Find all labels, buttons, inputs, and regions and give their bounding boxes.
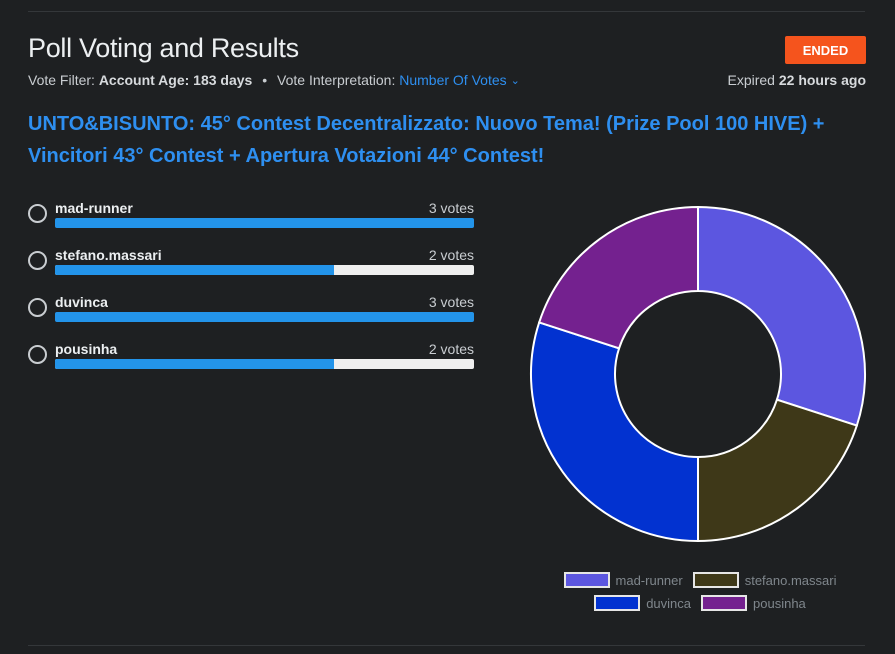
legend-row: mad-runner stefano.massari bbox=[540, 572, 860, 588]
vote-bar bbox=[55, 312, 474, 322]
poll-option: stefano.massari 2 votes bbox=[28, 245, 474, 292]
interpretation-label: Vote Interpretation: bbox=[277, 72, 396, 88]
option-label: duvinca bbox=[55, 294, 108, 310]
legend-label: mad-runner bbox=[615, 572, 683, 588]
option-votes: 3 votes bbox=[428, 200, 474, 216]
option-votes: 2 votes bbox=[428, 247, 474, 263]
vote-bar bbox=[55, 359, 474, 369]
poll-option: duvinca 3 votes bbox=[28, 292, 474, 339]
legend-swatch bbox=[701, 595, 748, 611]
legend-row: duvinca pousinha bbox=[540, 595, 860, 611]
legend-label: stefano.massari bbox=[744, 572, 837, 588]
donut-slice-pousinha[interactable] bbox=[537, 205, 699, 350]
expired-value: 22 hours ago bbox=[778, 72, 866, 88]
donut-slice-stefano.massari[interactable] bbox=[697, 398, 859, 543]
option-radio[interactable] bbox=[28, 251, 47, 270]
poll-option: mad-runner 3 votes bbox=[28, 198, 474, 245]
vote-bar bbox=[55, 218, 474, 228]
legend-swatch bbox=[594, 595, 641, 611]
vote-filter-value: Account Age: 183 days bbox=[98, 72, 253, 88]
vote-bar-fill bbox=[55, 312, 474, 322]
poll-option: pousinha 2 votes bbox=[28, 339, 474, 386]
vote-bar-fill bbox=[55, 265, 335, 275]
legend-swatch bbox=[692, 572, 739, 588]
bottom-divider bbox=[28, 645, 865, 646]
interpretation-value[interactable]: Number Of Votes bbox=[399, 72, 507, 88]
page-title: Poll Voting and Results bbox=[28, 33, 299, 63]
legend-item[interactable]: stefano.massari bbox=[692, 572, 837, 588]
legend-label: pousinha bbox=[753, 595, 806, 611]
expired-status: Expired 22 hours ago bbox=[728, 72, 867, 88]
vote-meta: Vote Filter: Account Age: 183 days • Vot… bbox=[28, 72, 520, 88]
option-votes: 2 votes bbox=[428, 341, 474, 357]
status-badge: ENDED bbox=[785, 36, 866, 64]
donut-slice-mad-runner[interactable] bbox=[697, 205, 866, 427]
poll-question-link[interactable]: UNTO&BISUNTO: 45° Contest Decentralizzat… bbox=[28, 113, 825, 167]
option-label: stefano.massari bbox=[55, 247, 162, 263]
vote-bar-fill bbox=[55, 359, 335, 369]
chart-legend: mad-runner stefano.massari duvinca pousi… bbox=[540, 572, 860, 618]
top-divider bbox=[28, 11, 865, 12]
legend-item[interactable]: duvinca bbox=[594, 595, 691, 611]
legend-item[interactable]: mad-runner bbox=[563, 572, 683, 588]
vote-bar bbox=[55, 265, 474, 275]
results-donut-chart bbox=[530, 205, 866, 543]
legend-swatch bbox=[563, 572, 610, 588]
meta-separator: • bbox=[262, 72, 268, 88]
option-label: pousinha bbox=[55, 341, 118, 357]
chevron-down-icon[interactable]: ⌄ bbox=[510, 75, 520, 87]
option-radio[interactable] bbox=[28, 345, 47, 364]
vote-filter-label: Vote Filter: bbox=[28, 72, 95, 88]
legend-item[interactable]: pousinha bbox=[701, 595, 806, 611]
option-radio[interactable] bbox=[28, 204, 47, 223]
option-label: mad-runner bbox=[55, 200, 133, 216]
interpretation-dropdown[interactable]: Number Of Votes ⌄ bbox=[399, 72, 520, 88]
option-votes: 3 votes bbox=[428, 294, 474, 310]
poll-options: mad-runner 3 votes stefano.massari 2 vot… bbox=[28, 198, 474, 386]
expired-label: Expired bbox=[727, 72, 775, 88]
option-radio[interactable] bbox=[28, 298, 47, 317]
donut-slice-duvinca[interactable] bbox=[530, 321, 699, 543]
legend-label: duvinca bbox=[646, 595, 692, 611]
vote-bar-fill bbox=[55, 218, 474, 228]
